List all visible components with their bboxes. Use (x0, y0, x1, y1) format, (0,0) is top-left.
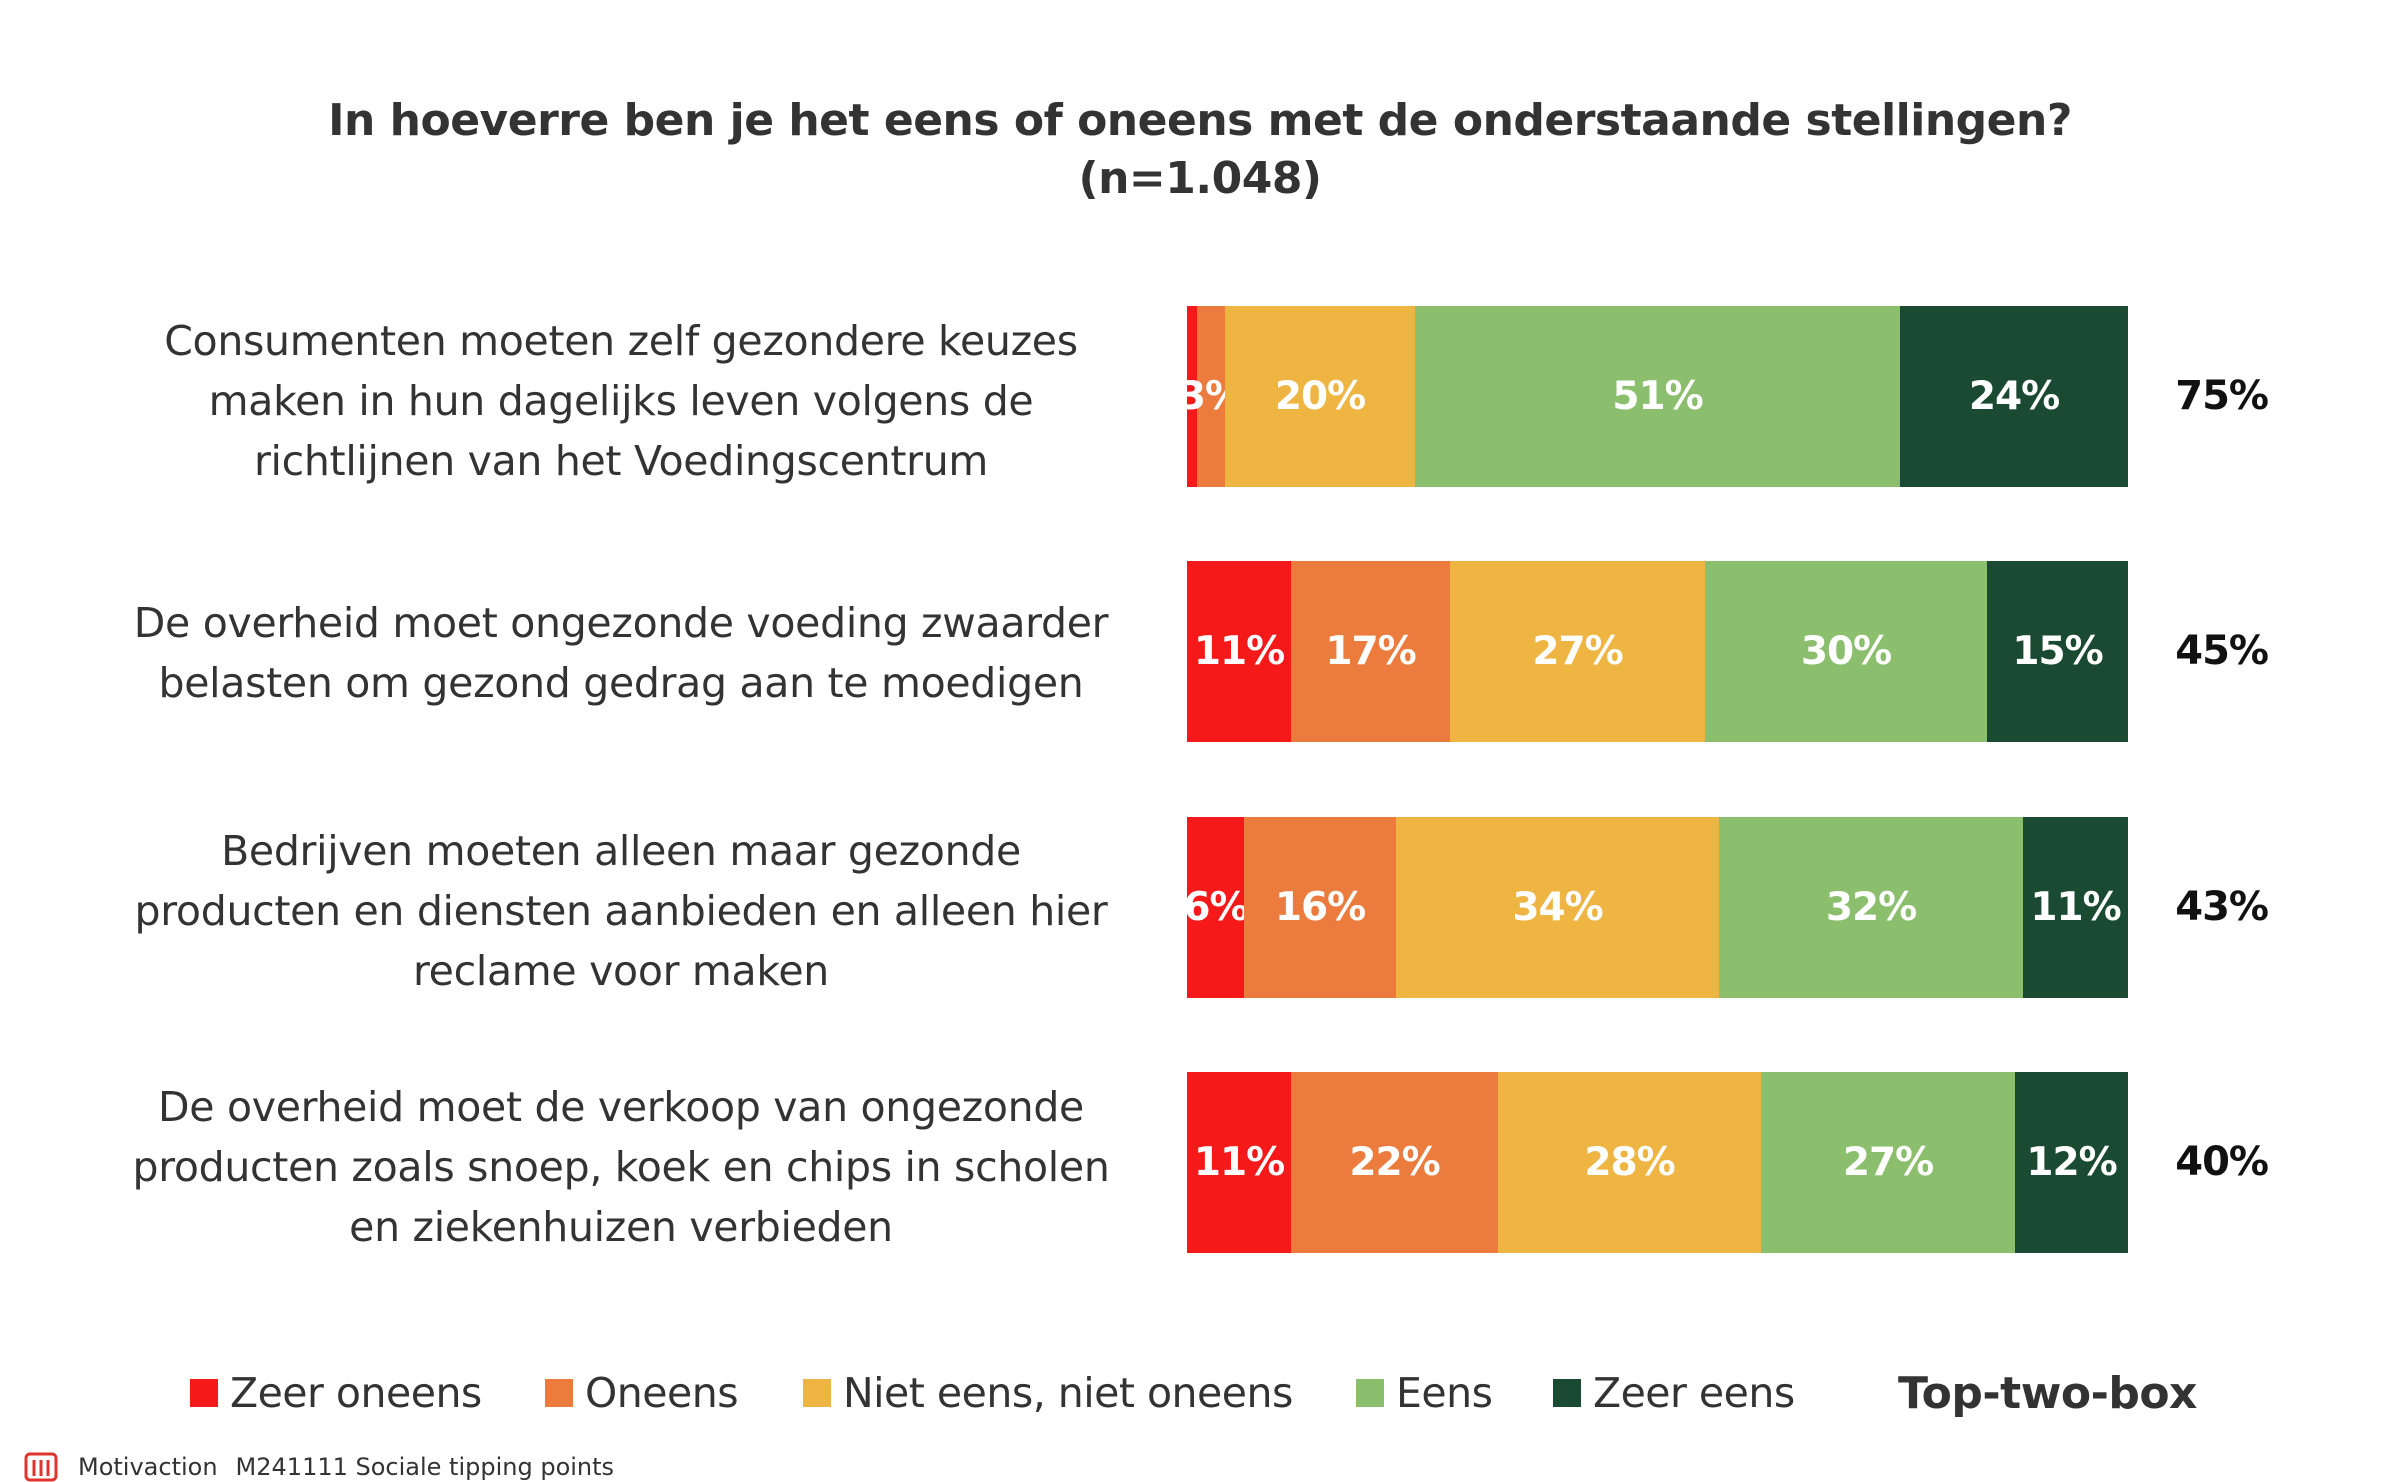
data-label: 6% (1183, 885, 1248, 930)
top-two-box-value: 40% (2175, 1138, 2269, 1185)
data-label: 17% (1325, 629, 1416, 674)
bar-segment: 20% (1225, 306, 1415, 487)
data-label: 27% (1842, 1140, 1934, 1185)
legend-item: Zeer oneens (190, 1362, 482, 1424)
bar-segment: 11% (2023, 817, 2128, 998)
data-label: 30% (1800, 629, 1892, 674)
category-label: Consumenten moeten zelf gezondere keuzes (164, 317, 1078, 365)
legend-label: Zeer oneens (230, 1369, 482, 1417)
legend-label: Zeer eens (1593, 1369, 1795, 1417)
bar-row: 11% 17% 27% 30% 15% (1187, 561, 2128, 742)
data-label: 11% (2030, 885, 2121, 930)
legend-top-two-box: Top-two-box (1898, 1367, 2197, 1419)
category-label: producten en diensten aanbieden en allee… (134, 887, 1108, 935)
bar-segment: 24% (1900, 306, 2128, 487)
bar-segment: 6% (1183, 817, 1249, 998)
category-label: maken in hun dagelijks leven volgens de (208, 377, 1034, 425)
legend-label: Oneens (585, 1369, 739, 1417)
data-label: 20% (1274, 374, 1366, 419)
chart-subtitle: (n=1.048) (1078, 153, 1322, 204)
bar-segment: 28% (1498, 1072, 1761, 1253)
chart-title: In hoeverre ben je het eens of oneens me… (0, 92, 2400, 208)
bar-segment: 27% (1761, 1072, 2015, 1253)
bar-segment: 32% (1719, 817, 2023, 998)
legend-label: Niet eens, niet oneens (843, 1369, 1293, 1417)
bar-row: 11% 22% 28% 27% 12% (1187, 1072, 2128, 1253)
data-label: 22% (1349, 1140, 1440, 1185)
data-label: 16% (1274, 885, 1366, 930)
data-label: 27% (1532, 629, 1623, 674)
legend-swatch (803, 1379, 831, 1407)
legend-label: Eens (1396, 1369, 1493, 1417)
data-label: 11% (1193, 629, 1285, 674)
legend-swatch (190, 1379, 218, 1407)
category-label: en ziekenhuizen verbieden (349, 1203, 893, 1251)
top-two-box-value: 43% (2175, 883, 2269, 930)
category-label: De overheid moet ongezonde voeding zwaar… (133, 599, 1109, 647)
legend-swatch (545, 1379, 573, 1407)
bar-row: 3% 20% 51% 24% (1179, 306, 2128, 487)
data-label: 32% (1825, 885, 1917, 930)
bar-segment: 15% (1987, 561, 2128, 742)
bar-segment: 27% (1450, 561, 1705, 742)
bar-segment: 12% (2015, 1072, 2128, 1253)
category-label: richtlijnen van het Voedingscentrum (253, 437, 989, 485)
bar-segment: 17% (1291, 561, 1450, 742)
category-label: belasten om gezond gedrag aan te moedige… (158, 659, 1084, 707)
legend-item: Oneens (545, 1362, 739, 1424)
legend-swatch (1553, 1379, 1581, 1407)
legend: Zeer oneens Oneens Niet eens, niet oneens E… (0, 1362, 2400, 1424)
data-label: 24% (1968, 374, 2060, 419)
legend-swatch (1356, 1379, 1384, 1407)
chart-title-main: In hoeverre ben je het eens of oneens me… (328, 95, 2072, 146)
bar-segment (1187, 306, 1197, 487)
top-two-box-value: 45% (2175, 627, 2269, 674)
legend-item: Zeer eens (1553, 1362, 1795, 1424)
data-label: 12% (2026, 1140, 2117, 1185)
bar-segment: 16% (1244, 817, 1396, 998)
bar-segment: 30% (1705, 561, 1987, 742)
data-label: 51% (1612, 374, 1703, 419)
bar-segment: 11% (1187, 561, 1291, 742)
bar-segment: 11% (1187, 1072, 1291, 1253)
bar-row: 6% 16% 34% 32% 11% (1183, 817, 2128, 998)
data-label: 34% (1512, 885, 1603, 930)
top-two-box-value: 75% (2175, 372, 2269, 419)
category-label: De overheid moet de verkoop van ongezond… (158, 1083, 1084, 1131)
data-label: 28% (1584, 1140, 1675, 1185)
footer: Motivaction M241111 Sociale tipping poin… (24, 1452, 614, 1482)
bar-segment: 22% (1291, 1072, 1498, 1253)
footer-brand: Motivaction (78, 1453, 218, 1481)
category-label: reclame voor maken (413, 947, 829, 995)
category-label: Bedrijven moeten alleen maar gezonde (221, 827, 1021, 875)
bar-segment: 34% (1396, 817, 1719, 998)
bar-segment: 3% (1179, 306, 1244, 487)
data-label: 11% (1193, 1140, 1285, 1185)
data-label: 15% (2012, 629, 2103, 674)
category-label: producten zoals snoep, koek en chips in … (132, 1143, 1110, 1191)
legend-item: Niet eens, niet oneens (803, 1362, 1293, 1424)
bar-segment: 51% (1415, 306, 1900, 487)
legend-item: Eens (1356, 1362, 1493, 1424)
motivaction-logo-icon (24, 1452, 58, 1482)
footer-project: M241111 Sociale tipping points (235, 1453, 615, 1481)
